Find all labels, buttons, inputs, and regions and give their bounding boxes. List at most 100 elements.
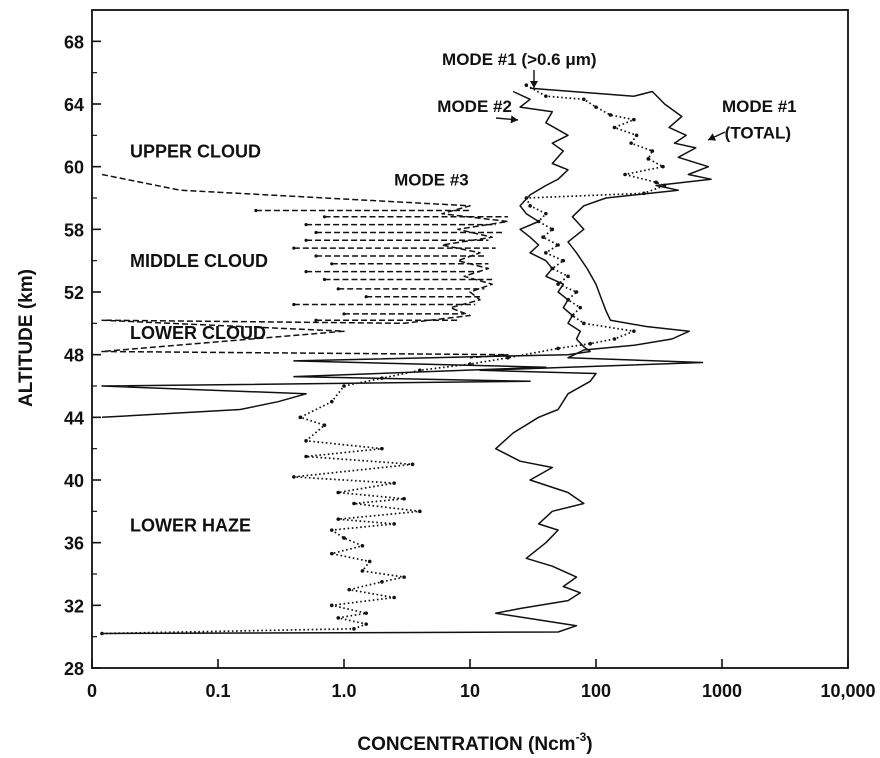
y-tick-label: 52 [64, 283, 84, 303]
y-tick-label: 36 [64, 534, 84, 554]
y-tick-label: 68 [64, 32, 84, 52]
data-point [544, 251, 548, 255]
annotation-arrowhead [530, 81, 538, 88]
data-point [352, 627, 356, 631]
data-point [392, 522, 396, 526]
data-point [556, 243, 560, 247]
error-bar-end [304, 223, 307, 226]
y-tick-label: 58 [64, 220, 84, 240]
data-point [528, 204, 532, 208]
x-axis-title-superscript: -3 [576, 730, 587, 744]
data-point [578, 306, 582, 310]
data-point [544, 212, 548, 216]
data-point [304, 439, 308, 443]
x-tick-label: 0.1 [205, 681, 230, 701]
data-point [304, 455, 308, 459]
data-point [342, 536, 346, 540]
data-point [663, 184, 667, 188]
data-point [661, 165, 665, 169]
data-point [347, 588, 351, 592]
data-point [594, 105, 598, 109]
data-point [635, 134, 639, 138]
error-bar-end [323, 215, 326, 218]
data-point [368, 560, 372, 564]
x-tick-label: 0 [87, 681, 97, 701]
region-label: UPPER CLOUD [130, 141, 261, 161]
data-point [629, 141, 633, 145]
region-label: MIDDLE CLOUD [130, 251, 268, 271]
data-point [541, 235, 545, 239]
error-bar-end [304, 270, 307, 273]
data-point [361, 569, 365, 573]
data-point [651, 149, 655, 153]
y-tick-label: 48 [64, 346, 84, 366]
data-point [336, 491, 340, 495]
data-point [642, 192, 646, 196]
data-point [336, 517, 340, 521]
data-point [380, 447, 384, 451]
data-point [352, 502, 356, 506]
data-point [632, 329, 636, 333]
data-point [654, 181, 658, 185]
data-point [323, 423, 327, 427]
error-bar-end [323, 278, 326, 281]
label-layer: UPPER CLOUD MIDDLE CLOUD LOWER CLOUD LOWER … [130, 50, 797, 536]
y-tick-label: 64 [64, 95, 84, 115]
error-bar-end [254, 209, 257, 212]
data-point [361, 544, 365, 548]
data-point [582, 322, 586, 326]
data-point [342, 384, 346, 388]
data-point [330, 552, 334, 556]
x-tick-label: 1.0 [331, 681, 356, 701]
y-tick-label: 28 [64, 659, 84, 679]
series-annotation: MODE #3 [394, 170, 469, 189]
annotation-arrowhead [511, 115, 519, 124]
series-annotation: (TOTAL) [725, 123, 791, 142]
data-point [411, 463, 415, 467]
error-bar-end [314, 254, 317, 257]
data-point [299, 416, 303, 420]
y-tick-label: 60 [64, 158, 84, 178]
data-point [544, 94, 548, 98]
data-point [582, 98, 586, 102]
region-label: LOWER CLOUD [130, 323, 266, 343]
error-bar-end [365, 295, 368, 298]
data-point [336, 616, 340, 620]
error-bar-end [330, 262, 333, 265]
data-point [364, 611, 368, 615]
x-tick-label: 10,000 [820, 681, 875, 701]
data-point [609, 113, 613, 117]
x-axis-title-text: CONCENTRATION (Ncm [357, 734, 575, 755]
y-tick-label: 40 [64, 471, 84, 491]
series-4 [254, 209, 508, 322]
y-tick-label: 44 [64, 408, 84, 428]
x-axis-title: CONCENTRATION (Ncm-3) [357, 730, 592, 755]
error-bar-end [314, 231, 317, 234]
data-point [525, 83, 529, 87]
data-point [551, 228, 555, 232]
data-point [646, 157, 650, 161]
error-bar-end [337, 287, 340, 290]
data-point [402, 497, 406, 501]
data-point [588, 342, 592, 346]
x-tick-label: 1000 [702, 681, 742, 701]
series-annotation: MODE #2 [437, 97, 512, 116]
data-point [418, 510, 422, 514]
data-point [100, 632, 104, 636]
data-point [556, 347, 560, 351]
data-point [561, 259, 565, 263]
data-point [613, 126, 617, 130]
annotation-arrowhead [706, 133, 716, 143]
data-point [402, 575, 406, 579]
data-point [292, 475, 296, 479]
series-annotation: MODE #1 [722, 97, 797, 116]
x-tick-label: 10 [460, 681, 480, 701]
data-point [330, 604, 334, 608]
data-point [380, 580, 384, 584]
data-point [613, 337, 617, 341]
error-bar-end [342, 312, 345, 315]
x-tick-label: 100 [581, 681, 611, 701]
data-point [330, 400, 334, 404]
data-point [575, 290, 579, 294]
